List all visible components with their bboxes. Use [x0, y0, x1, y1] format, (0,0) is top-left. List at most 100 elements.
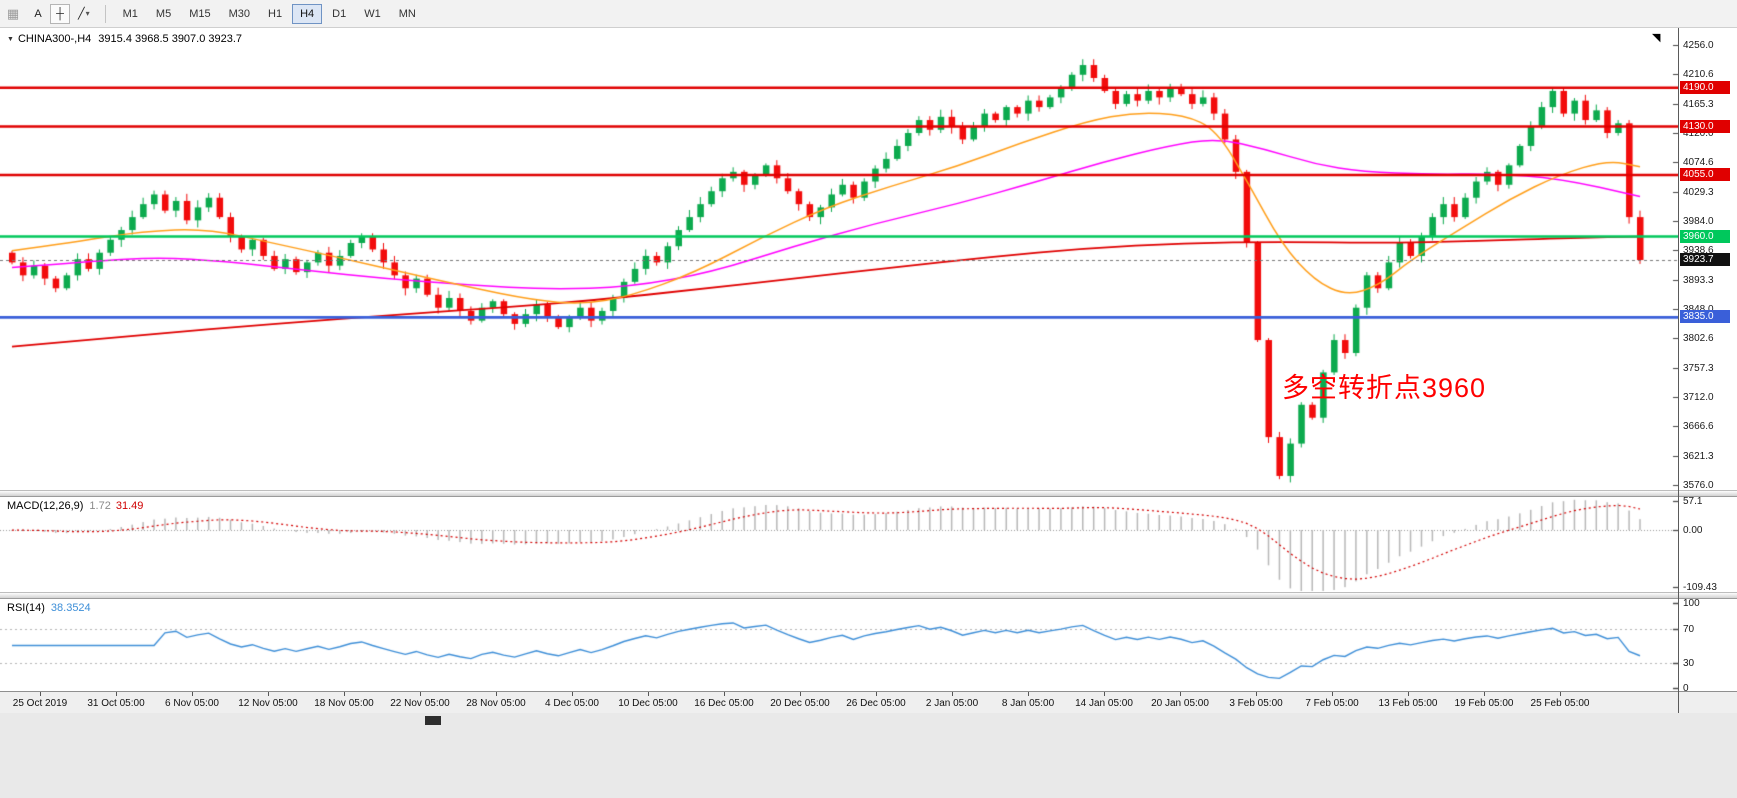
rsi-value: 38.3524 [50, 602, 91, 614]
time-label: 7 Feb 05:00 [1305, 698, 1359, 709]
price-tick-label: 3984.0 [1683, 216, 1714, 227]
macd-tick-label: -109.43 [1683, 581, 1717, 593]
time-tick-mark [1104, 692, 1105, 696]
time-label: 8 Jan 05:00 [1001, 698, 1055, 709]
macd-name: MACD(12,26,9) [7, 500, 84, 512]
time-tick-mark [1180, 692, 1181, 696]
time-label: 3 Feb 05:00 [1229, 698, 1283, 709]
timeframe-m15[interactable]: M15 [189, 7, 211, 20]
price-tick-label: 4029.3 [1683, 186, 1714, 198]
time-tick-mark [116, 692, 117, 696]
time-label: 25 Oct 2019 [12, 698, 68, 709]
horizontal-scrollbar-thumb[interactable] [425, 716, 441, 725]
main-chart-canvas[interactable] [0, 28, 1678, 490]
price-tick-label: 4210.6 [1683, 69, 1714, 81]
level-badge-4055-0: 4055.0 [1680, 168, 1730, 182]
text-annotation-button[interactable]: A [34, 7, 42, 20]
time-label: 6 Nov 05:00 [165, 698, 219, 709]
time-tick-mark [40, 692, 41, 696]
timeframe-h1[interactable]: H1 [268, 7, 283, 20]
time-tick-mark [952, 692, 953, 696]
chart-annotation[interactable]: 多空转折点3960 [1282, 373, 1487, 403]
time-tick-mark [344, 692, 345, 696]
time-label: 14 Jan 05:00 [1075, 698, 1133, 709]
time-axis[interactable]: 25 Oct 2019 31 Oct 05:00 6 Nov 05:00 12 Nov… [0, 691, 1737, 713]
scroll-end-marker-icon[interactable]: ◥ [1652, 32, 1661, 44]
time-tick-mark [876, 692, 877, 696]
time-label: 20 Jan 05:00 [1151, 698, 1209, 709]
timeframe-m5[interactable]: M5 [155, 7, 172, 20]
macd-tick-label: 57.1 [1683, 496, 1703, 507]
level-badge-3835-0: 3835.0 [1680, 310, 1730, 324]
time-label: 12 Nov 05:00 [238, 698, 298, 709]
timeframe-mn[interactable]: MN [398, 7, 416, 20]
current-price-badge: 3923.7 [1680, 253, 1730, 267]
macd-panel: MACD(12,26,9) 1.72 31.49 [0, 497, 1737, 592]
timeframe-h4[interactable]: H4 [292, 3, 323, 24]
time-tick-mark [420, 692, 421, 696]
macd-label: MACD(12,26,9) 1.72 31.49 [7, 500, 143, 512]
time-label: 4 Dec 05:00 [545, 698, 599, 709]
time-tick-mark [1560, 692, 1561, 696]
time-tick-mark [1332, 692, 1333, 696]
line-studies-button[interactable]: ╱ ▾ [78, 8, 90, 20]
time-tick-mark [192, 692, 193, 696]
rsi-tick-label: 0 [1683, 683, 1689, 694]
time-label: 26 Dec 05:00 [846, 698, 906, 709]
time-label: 10 Dec 05:00 [618, 698, 678, 709]
time-label: 25 Feb 05:00 [1530, 698, 1590, 709]
time-tick-mark [1484, 692, 1485, 696]
toolbar-separator [104, 4, 106, 23]
time-label: 28 Nov 05:00 [466, 698, 526, 709]
price-tick-label: 3848.0 [1683, 304, 1714, 315]
timeframe-m30[interactable]: M30 [228, 7, 251, 20]
time-label: 31 Oct 05:00 [87, 698, 145, 709]
macd-canvas[interactable] [0, 497, 1678, 592]
time-label: 16 Dec 05:00 [694, 698, 754, 709]
price-tick-label: 3576.0 [1683, 480, 1714, 491]
timeframe-m1[interactable]: M1 [122, 7, 138, 20]
price-tick-label: 4120.0 [1683, 128, 1714, 139]
time-tick-mark [648, 692, 649, 696]
price-tick-label: 3712.0 [1683, 392, 1714, 403]
price-tick-label: 3757.3 [1683, 362, 1714, 374]
time-label: 22 Nov 05:00 [390, 698, 450, 709]
price-tick-label: 3666.6 [1683, 421, 1714, 433]
macd-tick-label: 0.00 [1683, 525, 1703, 537]
rsi-canvas[interactable] [0, 599, 1678, 691]
symbol-name: CHINA300-,H4 [17, 33, 92, 45]
time-tick-mark [1028, 692, 1029, 696]
price-tick-label: 3621.3 [1683, 450, 1714, 462]
toolbar-handle-icon[interactable]: ▦ [6, 5, 20, 21]
timeframe-w1[interactable]: W1 [364, 7, 381, 20]
axis-separator [1678, 28, 1679, 713]
price-tick-label: 3802.6 [1683, 333, 1714, 345]
level-badge-3960-0: 3960.0 [1680, 229, 1730, 243]
dropdown-caret-icon: ▾ [85, 9, 90, 18]
time-label: 19 Feb 05:00 [1454, 698, 1514, 709]
dropdown-arrow-icon[interactable]: ▼ [7, 36, 14, 43]
price-axis[interactable]: 4256.0 4210.6 4165.3 4120.0 4074.6 4029.3 3984… [1679, 0, 1737, 798]
level-badge-4190-0: 4190.0 [1680, 80, 1730, 94]
price-tick-label: 4074.6 [1683, 157, 1714, 169]
price-tick-label: 4256.0 [1683, 40, 1714, 51]
time-tick-mark [800, 692, 801, 696]
rsi-tick-label: 30 [1683, 657, 1695, 669]
time-tick-mark [724, 692, 725, 696]
symbol-info: ▼ CHINA300-,H4 3915.4 3968.5 3907.0 3923.7 [7, 33, 242, 45]
time-label: 13 Feb 05:00 [1378, 698, 1438, 709]
crosshair-tool-button[interactable]: ┼ [50, 3, 70, 24]
panel-splitter[interactable] [0, 490, 1737, 497]
ohlc-values: 3915.4 3968.5 3907.0 3923.7 [98, 33, 243, 45]
macd-signal-value: 31.49 [115, 500, 144, 512]
timeframe-d1[interactable]: D1 [332, 7, 347, 20]
time-label: 20 Dec 05:00 [770, 698, 830, 709]
panel-splitter[interactable] [0, 592, 1737, 599]
time-tick-mark [268, 692, 269, 696]
macd-main-value: 1.72 [89, 500, 111, 512]
price-tick-label: 3893.3 [1683, 274, 1714, 286]
main-chart-panel: ▼ CHINA300-,H4 3915.4 3968.5 3907.0 3923.7… [0, 28, 1737, 490]
rsi-tick-label: 100 [1683, 598, 1700, 609]
rsi-label: RSI(14) 38.3524 [7, 602, 91, 614]
